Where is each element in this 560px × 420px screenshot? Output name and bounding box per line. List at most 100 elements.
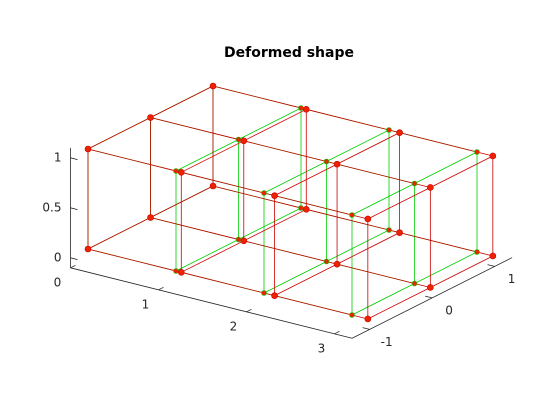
- undeformed-node: [235, 236, 242, 243]
- undeformed-node: [261, 290, 267, 296]
- deformed-node: [427, 284, 434, 291]
- deformed-edge: [367, 287, 431, 320]
- z-tick: [70, 257, 78, 260]
- y-tick: [424, 295, 433, 299]
- undeformed-node: [349, 312, 355, 318]
- undeformed-edge: [326, 129, 390, 162]
- deformed-edge: [181, 171, 275, 197]
- deformed-node: [84, 245, 92, 253]
- deformed-node: [489, 152, 497, 160]
- y-tick-label: 1: [508, 272, 516, 286]
- undeformed-node: [173, 168, 179, 174]
- undeformed-edge: [238, 107, 302, 140]
- deformed-edge: [150, 117, 244, 142]
- z-tick-label: 0: [54, 250, 62, 264]
- deformed-edge: [150, 217, 244, 242]
- undeformed-node: [474, 149, 480, 155]
- deformed-node: [271, 292, 278, 299]
- x-tick-label: 1: [142, 297, 150, 311]
- deformed-node: [84, 145, 92, 153]
- deformed-edge: [212, 85, 307, 110]
- deformed-edge: [367, 187, 431, 220]
- y-tick: [362, 327, 370, 330]
- deformed-node: [489, 252, 497, 260]
- deformed-edge: [181, 271, 275, 297]
- deformed-node: [177, 169, 185, 176]
- deformed-edge: [430, 255, 494, 288]
- deformed-edge: [243, 208, 307, 242]
- x-tick: [158, 286, 164, 291]
- chart-title: Deformed shape: [224, 45, 354, 61]
- deformed-node: [396, 229, 403, 236]
- undeformed-edge: [414, 151, 478, 184]
- x-tick-label: 2: [230, 319, 238, 333]
- deformed-edge: [243, 240, 338, 265]
- deformed-edge: [336, 132, 400, 165]
- deformed-edge: [306, 208, 400, 234]
- undeformed-edge: [351, 283, 415, 316]
- x-tick: [70, 264, 76, 269]
- deformed-edge: [181, 240, 244, 273]
- deformed-node: [364, 315, 372, 323]
- deformed-node: [302, 206, 310, 213]
- deformed-node: [147, 214, 154, 221]
- deformed-edge: [87, 148, 182, 173]
- undeformed-edge: [175, 239, 239, 272]
- deformed-node: [302, 106, 310, 113]
- z-tick-label: 1: [54, 150, 62, 164]
- deformed-edge: [243, 140, 338, 165]
- undeformed-node: [298, 205, 304, 211]
- z-tick: [70, 157, 78, 160]
- y-tick: [487, 264, 495, 267]
- x-tick-label: 0: [54, 275, 62, 289]
- undeformed-edge: [175, 139, 239, 172]
- deformed-node: [147, 114, 154, 121]
- deformed-edge: [181, 140, 244, 173]
- z-tick-label: 0.5: [42, 200, 61, 214]
- deformed-node: [364, 215, 372, 223]
- deformed-node: [396, 129, 403, 136]
- undeformed-edge: [263, 261, 327, 294]
- undeformed-node: [323, 258, 330, 265]
- deformed-edge: [150, 85, 214, 118]
- undeformed-node: [349, 212, 355, 218]
- deformed-edge: [336, 232, 400, 265]
- deformed-edge: [430, 155, 494, 188]
- deformed-edge: [306, 108, 400, 134]
- deformed-node: [240, 137, 248, 145]
- deformed-edge: [87, 248, 182, 273]
- undeformed-node: [235, 136, 242, 143]
- deformed-node: [209, 182, 217, 190]
- y-tick-label: -1: [381, 335, 393, 349]
- undeformed-edge: [238, 207, 302, 240]
- deformed-edge: [212, 185, 307, 210]
- deformed-edge: [150, 185, 214, 218]
- x-tick: [334, 330, 340, 335]
- deformed-node: [271, 192, 278, 199]
- deformed-node: [177, 269, 185, 276]
- undeformed-node: [386, 227, 392, 233]
- undeformed-node: [173, 268, 179, 274]
- deformed-edge: [87, 217, 151, 250]
- undeformed-node: [261, 190, 267, 196]
- undeformed-node: [323, 158, 330, 165]
- deformed-node: [333, 160, 341, 168]
- undeformed-node: [386, 127, 392, 133]
- z-tick: [70, 207, 78, 210]
- undeformed-edge: [263, 161, 327, 194]
- x-tick-label: 3: [318, 341, 326, 355]
- undeformed-node: [298, 105, 304, 111]
- deformed-node: [240, 237, 248, 245]
- deformed-edge: [274, 263, 338, 296]
- deformed-node: [427, 184, 434, 191]
- deformed-edge: [274, 163, 338, 196]
- deformed-edge: [87, 117, 151, 150]
- undeformed-edge: [326, 229, 390, 262]
- y-tick-label: 0: [445, 303, 453, 317]
- x-axis: [70, 267, 353, 339]
- deformed-node: [333, 260, 341, 268]
- undeformed-edge: [414, 251, 478, 284]
- undeformed-edge: [351, 183, 415, 216]
- deformed-node: [209, 82, 217, 90]
